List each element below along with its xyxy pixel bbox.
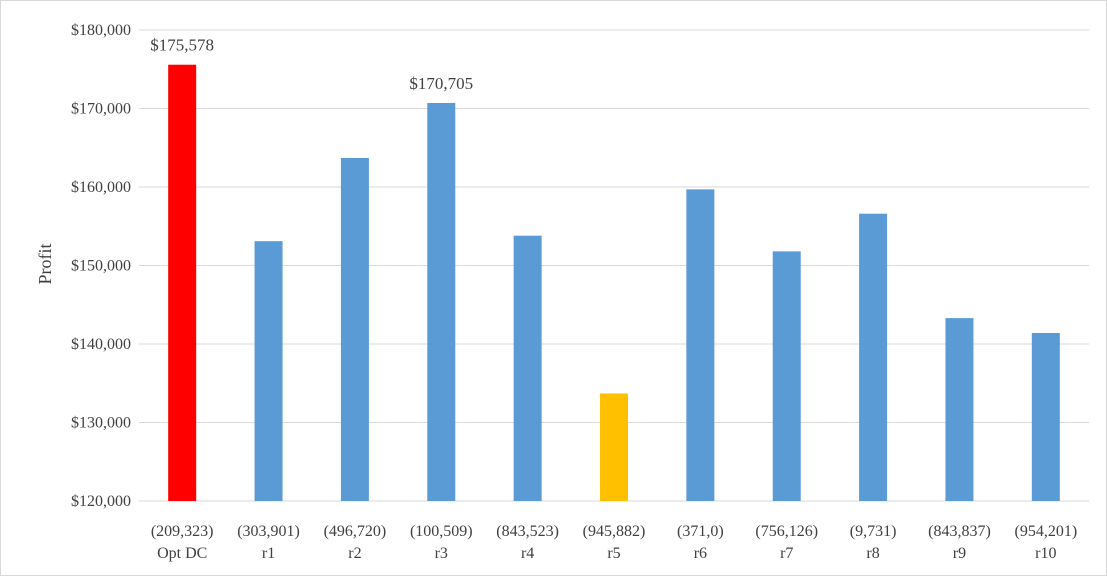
x-tick-coords: (100,509) <box>410 523 473 540</box>
y-tick-label: $120,000 <box>71 493 131 510</box>
bar-r5 <box>600 393 628 501</box>
x-tick-coords: (371,0) <box>677 523 724 540</box>
bar-r6 <box>686 189 715 502</box>
x-tick-name: Opt DC <box>157 545 207 562</box>
x-tick-coords: (945,882) <box>583 523 646 540</box>
bar-r9 <box>945 318 974 501</box>
x-tick-name: r9 <box>953 545 966 562</box>
y-tick-label: $170,000 <box>71 101 131 118</box>
bar-r2 <box>340 157 369 501</box>
x-tick-name: r5 <box>607 545 620 562</box>
x-axis-ticks: (209,323) Opt DC (303,901) r1 (496,720) r2 (10… <box>151 523 1077 562</box>
bar-r4 <box>513 235 542 502</box>
x-tick-coords: (954,201) <box>1014 523 1077 540</box>
x-tick-name: r6 <box>694 545 707 562</box>
x-tick-coords: (209,323) <box>151 523 214 540</box>
y-tick-label: $150,000 <box>71 258 131 275</box>
x-tick-coords: (843,523) <box>496 523 559 540</box>
x-tick-coords: (843,837) <box>928 523 991 540</box>
bar-opt-dc <box>168 64 197 501</box>
bar-r7 <box>772 251 801 501</box>
y-tick-label: $130,000 <box>71 415 131 432</box>
gridlines <box>139 29 1089 502</box>
y-tick-label: $160,000 <box>71 179 131 196</box>
x-tick-name: r2 <box>348 545 361 562</box>
x-tick-name: r8 <box>866 545 879 562</box>
x-tick-coords: (496,720) <box>324 523 387 540</box>
data-labels: $175,578 $170,705 <box>150 36 473 93</box>
bar-r8 <box>859 213 888 501</box>
bar-r1 <box>254 241 283 502</box>
y-tick-label: $140,000 <box>71 336 131 353</box>
x-tick-coords: (9,731) <box>850 523 897 540</box>
data-label: $170,705 <box>409 74 473 93</box>
x-tick-name: r10 <box>1035 545 1056 562</box>
x-tick-name: r4 <box>521 545 534 562</box>
y-axis-title: Profit <box>35 243 55 284</box>
x-tick-coords: (303,901) <box>237 523 300 540</box>
x-tick-coords: (756,126) <box>755 523 818 540</box>
x-tick-name: r3 <box>435 545 448 562</box>
x-tick-name: r1 <box>262 545 275 562</box>
y-tick-label: $180,000 <box>71 22 131 39</box>
x-tick-name: r7 <box>780 545 793 562</box>
bar-r3 <box>427 102 456 501</box>
data-label: $175,578 <box>150 36 214 55</box>
bars <box>168 64 1060 502</box>
y-axis-ticks: $120,000 $130,000 $140,000 $150,000 $160,000… <box>71 22 131 510</box>
bar-r10 <box>1031 333 1060 501</box>
